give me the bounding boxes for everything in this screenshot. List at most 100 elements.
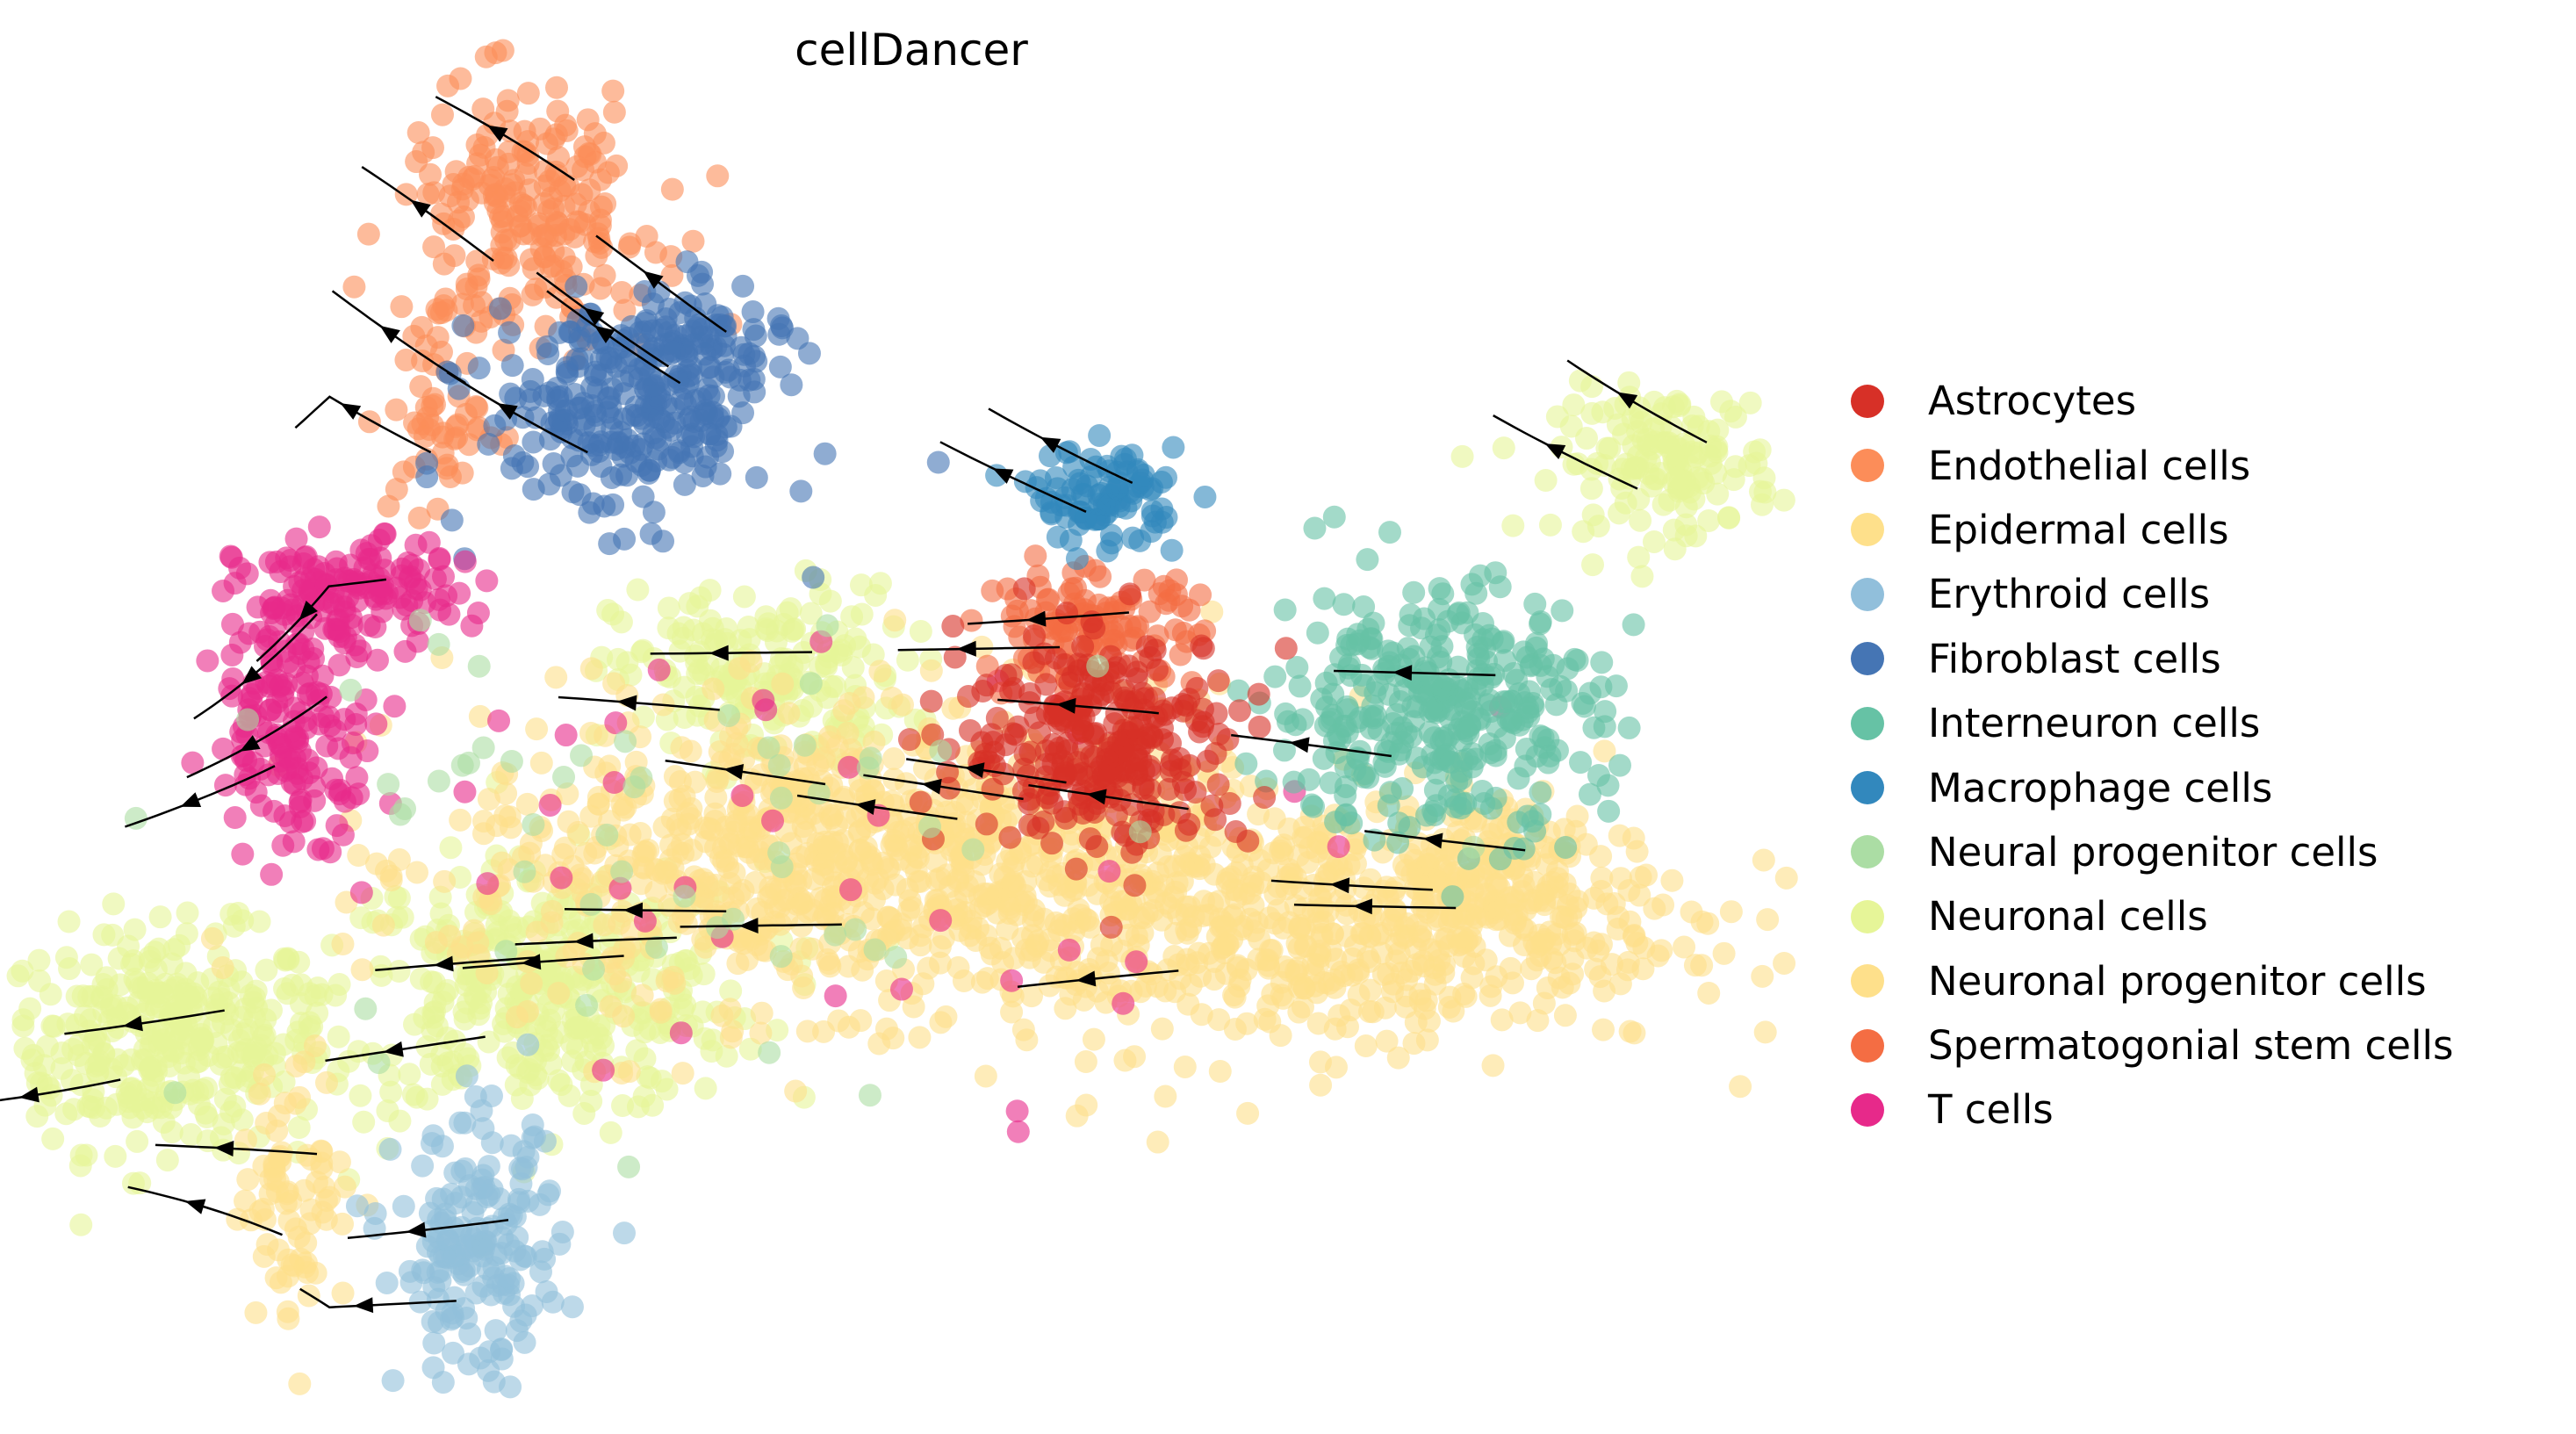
cell-point	[287, 1116, 311, 1140]
cell-point	[777, 702, 801, 725]
cell-point	[638, 363, 662, 386]
cell-point	[512, 193, 536, 217]
cell-point	[475, 569, 499, 593]
cell-point	[499, 382, 522, 406]
cell-point	[638, 1066, 662, 1090]
velocity-arrow	[1025, 610, 1047, 627]
cell-point	[284, 1217, 307, 1241]
cell-point	[656, 861, 680, 884]
cell-point	[176, 901, 199, 925]
cell-point	[1421, 800, 1445, 824]
cell-point	[430, 1135, 454, 1158]
velocity-arrow	[379, 325, 400, 343]
cell-point	[1564, 921, 1587, 945]
velocity-arrow	[964, 762, 985, 779]
cell-point	[1354, 1034, 1378, 1058]
cell-point	[424, 931, 448, 955]
cell-point	[789, 479, 813, 503]
cell-point	[416, 183, 440, 206]
cell-point	[305, 756, 328, 780]
velocity-streamline	[1493, 414, 1638, 490]
velocity-streamline	[294, 395, 432, 454]
cell-point	[602, 672, 626, 695]
cell-point	[1593, 739, 1616, 763]
cell-point	[680, 963, 703, 987]
cell-point	[1553, 1004, 1577, 1027]
cell-point	[253, 1063, 277, 1086]
velocity-streamline	[897, 645, 1061, 652]
cell-point	[331, 1281, 355, 1305]
cell-point	[1059, 529, 1083, 552]
cell-point	[1416, 852, 1440, 876]
cell-point	[126, 1129, 149, 1153]
cell-point	[929, 739, 953, 763]
cell-point	[467, 357, 491, 380]
velocity-streamline	[446, 371, 588, 454]
cell-point	[757, 736, 781, 760]
cell-point	[405, 861, 428, 884]
cell-point	[73, 1005, 97, 1028]
cell-point	[286, 727, 310, 751]
cell-point	[1529, 803, 1552, 826]
cell-point	[1507, 811, 1530, 834]
cell-point	[1292, 897, 1316, 920]
cell-point	[429, 340, 453, 364]
cell-point	[278, 549, 302, 573]
cell-point	[614, 796, 637, 819]
cell-point	[305, 681, 328, 704]
cell-point	[431, 565, 455, 588]
cell-point	[455, 1306, 479, 1330]
cell-point	[1133, 975, 1157, 998]
cell-point	[1661, 443, 1685, 466]
cell-point	[388, 803, 412, 826]
cell-point	[692, 868, 716, 891]
cell-point	[1337, 652, 1361, 676]
cell-point	[541, 1290, 565, 1314]
velocity-streamline	[595, 234, 727, 333]
cell-point	[434, 287, 457, 311]
cell-point	[1579, 477, 1603, 501]
cell-point	[1160, 538, 1184, 562]
cell-point	[421, 136, 445, 160]
cell-point	[222, 914, 246, 938]
cell-point	[568, 483, 592, 507]
cell-point	[1038, 774, 1061, 797]
cell-point	[1481, 1054, 1505, 1077]
cell-point	[1446, 602, 1470, 626]
cell-point	[349, 639, 372, 663]
cell-point	[422, 235, 446, 259]
cell-point	[1114, 496, 1138, 520]
cell-point	[490, 220, 514, 244]
cell-point	[1297, 767, 1320, 791]
cell-point	[1334, 783, 1357, 807]
cell-point	[500, 1134, 523, 1157]
cell-point	[943, 645, 967, 669]
cell-point	[1578, 782, 1601, 806]
cell-point	[934, 1005, 958, 1028]
cell-point	[1277, 959, 1301, 983]
cell-point	[586, 440, 610, 464]
velocity-arrow	[1055, 697, 1076, 714]
cell-point	[613, 1221, 637, 1245]
cell-point	[1433, 953, 1457, 976]
cell-point	[595, 823, 619, 847]
velocity-arrow	[992, 468, 1014, 484]
cell-point	[884, 946, 908, 969]
cell-point	[302, 558, 326, 581]
cell-point	[1174, 895, 1198, 919]
cell-point	[407, 121, 430, 145]
cell-point	[213, 998, 237, 1021]
velocity-arrow	[353, 1297, 374, 1314]
cell-point	[680, 839, 703, 862]
velocity-streamline	[939, 441, 1087, 513]
velocity-streamline	[435, 96, 575, 181]
cell-point	[743, 380, 766, 404]
cell-point	[515, 792, 539, 816]
cell-point	[732, 585, 756, 609]
cell-point	[513, 1330, 536, 1354]
cell-point	[1299, 793, 1323, 817]
cell-point	[1458, 714, 1482, 738]
cell-point	[1441, 885, 1464, 909]
cell-point	[1604, 674, 1628, 698]
cell-point	[75, 1143, 98, 1167]
